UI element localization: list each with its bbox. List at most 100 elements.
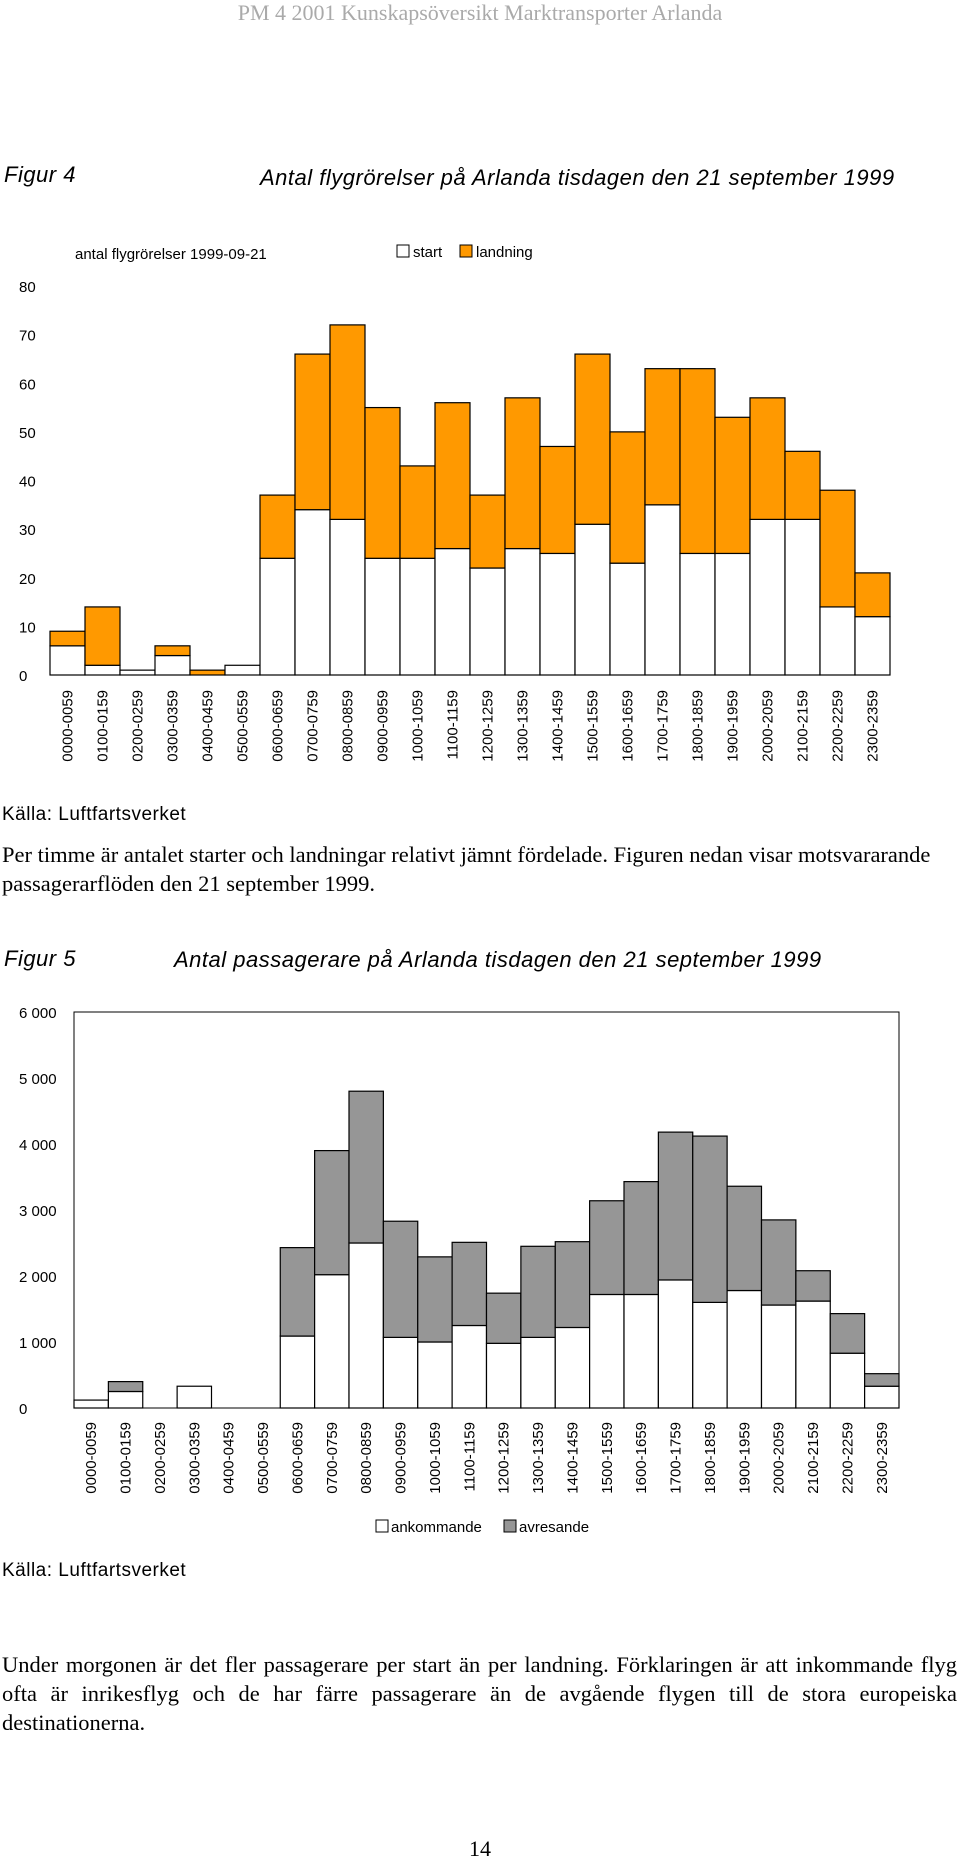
- y-tick-label: 5 000: [19, 1071, 57, 1088]
- y-tick-label: 80: [19, 279, 36, 296]
- bar-landning-0300-0359: [154, 645, 191, 657]
- chart-passengers: 0 1 000 2 000 3 000 4 000 5 000 6 000 0000-0059…: [19, 1005, 900, 1536]
- figure4-title: Antal flygrörelser på Arlanda tisdagen d…: [260, 165, 895, 190]
- x-tick-label: 1300-1359: [515, 690, 532, 762]
- x-tick-label: 1500-1559: [599, 1422, 616, 1494]
- bar-avresande-1100-1159: [451, 1241, 488, 1327]
- legend-label-avresande: avresande: [519, 1519, 589, 1536]
- y-tick-label: 10: [19, 619, 36, 636]
- x-tick-label: 0700-0759: [305, 690, 322, 762]
- y-tick-label: 40: [19, 474, 36, 491]
- bar-avresande-2200-2259: [829, 1313, 866, 1354]
- x-tick-label: 2200-2259: [830, 690, 847, 762]
- bar-landning-2100-2159: [784, 450, 821, 521]
- bar-landning-1500-1559: [574, 353, 611, 525]
- y-tick-label: 50: [19, 425, 36, 442]
- bar-landning-2300-2359: [854, 572, 891, 618]
- x-tick-label: 0400-0459: [221, 1422, 238, 1494]
- figure5-label: Figur 5: [4, 946, 76, 971]
- chart-title: antal flygrörelser 1999-09-21: [75, 246, 267, 263]
- bar-ankommande-0800-0859: [348, 1242, 384, 1409]
- y-tick-label: 20: [19, 571, 36, 588]
- bar-landning-0800-0859: [329, 324, 366, 520]
- bar-start-0900-0959: [364, 557, 401, 676]
- y-tick-label: 1 000: [19, 1335, 57, 1352]
- bar-landning-1900-1959: [714, 416, 751, 555]
- paragraph-1: Per timme är antalet starter och landnin…: [2, 842, 931, 896]
- bar-avresande-1800-1859: [692, 1135, 728, 1303]
- bar-avresande-2100-2159: [795, 1270, 831, 1302]
- x-tick-label: 1100-1159: [461, 1422, 478, 1492]
- bar-start-2300-2359: [854, 616, 891, 676]
- bar-ankommande-0000-0059: [73, 1399, 109, 1409]
- x-tick-label: 0600-0659: [270, 690, 287, 762]
- x-tick-label: 1500-1559: [585, 690, 602, 762]
- bar-ankommande-0600-0659: [279, 1335, 316, 1409]
- bar-landning-2200-2259: [819, 489, 856, 608]
- legend-swatch-ankommande: [375, 1519, 389, 1533]
- bar-landning-1000-1059: [399, 465, 436, 559]
- paragraph-2: Under morgonen är det fler passagerare p…: [2, 1652, 957, 1735]
- bar-ankommande-2000-2059: [760, 1304, 797, 1409]
- bar-ankommande-2300-2359: [864, 1385, 900, 1409]
- figure5-title: Antal passagerare på Arlanda tisdagen de…: [174, 947, 822, 972]
- legend-label-landning: landning: [476, 244, 533, 261]
- bar-start-1000-1059: [399, 557, 436, 676]
- x-tick-label: 1000-1059: [410, 690, 427, 762]
- x-tick-label: 2300-2359: [874, 1422, 891, 1494]
- bar-ankommande-1100-1159: [451, 1324, 488, 1409]
- bar-start-1600-1659: [609, 562, 646, 676]
- bar-start-2200-2259: [819, 606, 856, 676]
- bar-start-1200-1259: [469, 567, 506, 676]
- x-tick-label: 0100-0159: [118, 1422, 135, 1494]
- bar-avresande-1200-1259: [485, 1292, 522, 1344]
- y-tick-label: 3 000: [19, 1203, 57, 1220]
- page-header: PM 4 2001 Kunskapsöversikt Marktransport…: [237, 0, 723, 25]
- legend-swatch-start: [396, 244, 410, 258]
- y-tick-label: 2 000: [19, 1269, 57, 1286]
- bar-ankommande-1900-1959: [726, 1289, 763, 1409]
- x-tick-label: 0400-0459: [200, 690, 217, 762]
- x-tick-label: 1200-1259: [496, 1422, 513, 1494]
- x-tick-label: 1000-1059: [427, 1422, 444, 1494]
- y-tick-label: 30: [19, 522, 36, 539]
- bar-landning-1600-1659: [609, 431, 646, 564]
- x-tick-label: 1100-1159: [445, 690, 462, 760]
- x-tick-label: 0800-0859: [358, 1422, 375, 1494]
- bar-avresande-0600-0659: [279, 1247, 316, 1337]
- legend-label-ankommande: ankommande: [391, 1519, 482, 1536]
- x-tick-label: 2000-2059: [771, 1422, 788, 1494]
- bar-ankommande-0900-0959: [382, 1336, 419, 1409]
- bar-landning-2000-2059: [749, 397, 786, 520]
- figure4-source: Källa: Luftfartsverket: [2, 804, 187, 825]
- bar-start-2000-2059: [749, 518, 786, 676]
- bar-ankommande-2200-2259: [829, 1352, 866, 1409]
- bar-landning-0600-0659: [259, 494, 296, 559]
- legend-swatch-landning: [459, 244, 473, 258]
- x-tick-label: 0500-0559: [235, 690, 252, 762]
- x-tick-label: 2100-2159: [795, 690, 812, 762]
- x-tick-label: 1700-1759: [668, 1422, 685, 1494]
- x-tick-label: 1900-1959: [736, 1422, 753, 1494]
- y-tick-label: 0: [19, 1401, 27, 1418]
- x-tick-label: 2100-2159: [805, 1422, 822, 1494]
- bar-ankommande-2100-2159: [795, 1300, 831, 1409]
- chart-flight-movements: antal flygrörelser 1999-09-21 start landni…: [19, 244, 891, 762]
- x-tick-label: 0200-0259: [152, 1422, 169, 1494]
- bar-ankommande-0300-0359: [176, 1385, 213, 1409]
- x-tick-label: 1400-1459: [550, 690, 567, 762]
- x-tick-label: 0900-0959: [375, 690, 392, 762]
- x-tick-label: 0000-0059: [60, 690, 77, 762]
- bar-avresande-0100-0159: [107, 1380, 144, 1393]
- x-tick-label: 2300-2359: [865, 690, 882, 762]
- x-tick-label: 1200-1259: [480, 690, 497, 762]
- bar-ankommande-1400-1459: [554, 1326, 591, 1409]
- x-tick-label: 1700-1759: [655, 690, 672, 762]
- x-tick-label: 0900-0959: [393, 1422, 410, 1494]
- legend-swatch-avresande: [503, 1519, 517, 1533]
- x-tick-label: 0300-0359: [165, 690, 182, 762]
- bar-ankommande-1800-1859: [692, 1301, 728, 1409]
- bar-ankommande-1600-1659: [623, 1293, 659, 1409]
- page-number: 14: [469, 1836, 491, 1861]
- bar-avresande-1300-1359: [520, 1245, 556, 1338]
